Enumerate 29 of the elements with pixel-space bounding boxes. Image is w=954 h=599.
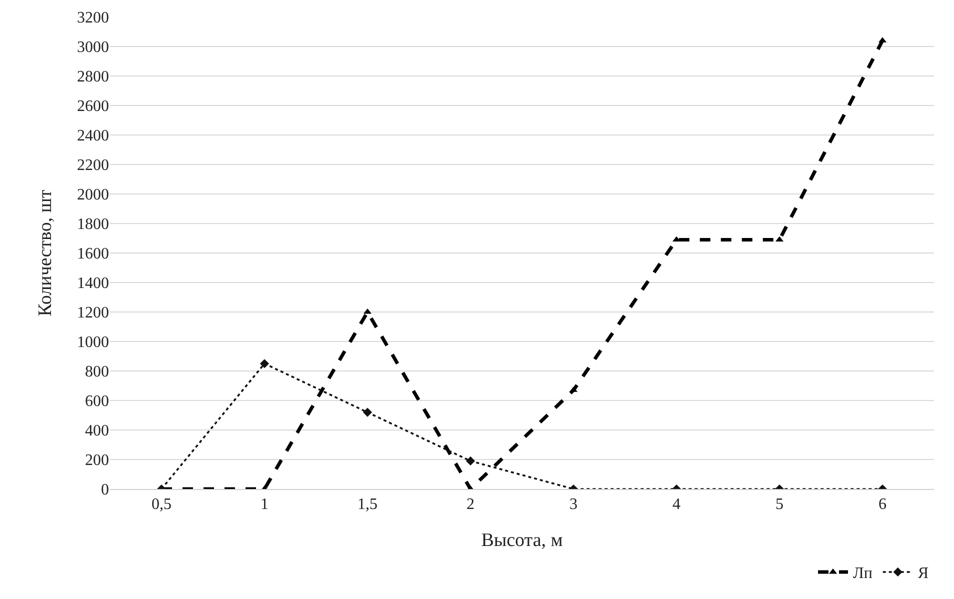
y-tick-label: 3000	[77, 39, 109, 56]
y-tick-label: 2200	[77, 157, 109, 174]
x-tick-label: 5	[776, 496, 784, 514]
y-tick-label: 0	[101, 482, 109, 499]
legend-label: Лп	[853, 565, 873, 582]
y-tick-label: 800	[85, 364, 109, 381]
y-tick-label: 400	[85, 422, 109, 440]
x-tick-label: 1,5	[358, 496, 378, 514]
y-tick-label: 1000	[77, 334, 109, 352]
x-tick-label: 6	[878, 496, 886, 514]
y-tick-label: 1200	[77, 304, 109, 322]
x-tick-label: 3	[570, 496, 578, 514]
y-tick-label: 1800	[77, 216, 109, 234]
y-tick-label: 600	[85, 393, 109, 410]
y-tick-label: 1400	[77, 275, 109, 292]
x-tick-label: 4	[672, 496, 680, 514]
legend-label: Я	[918, 565, 929, 582]
y-tick-label: 3200	[77, 10, 109, 27]
y-tick-label: 200	[85, 452, 109, 470]
x-tick-label: 2	[466, 496, 474, 514]
y-tick-label: 2000	[77, 186, 109, 204]
y-tick-label: 2600	[77, 98, 109, 116]
x-tick-label: 1	[260, 496, 268, 514]
y-axis-title: Количество, шт	[34, 189, 56, 316]
x-tick-label: 0,5	[152, 496, 172, 514]
y-tick-label: 1600	[77, 246, 109, 263]
y-tick-label: 2400	[77, 128, 109, 145]
y-tick-label: 2800	[77, 68, 109, 86]
x-axis-title: Высота, м	[481, 530, 563, 551]
